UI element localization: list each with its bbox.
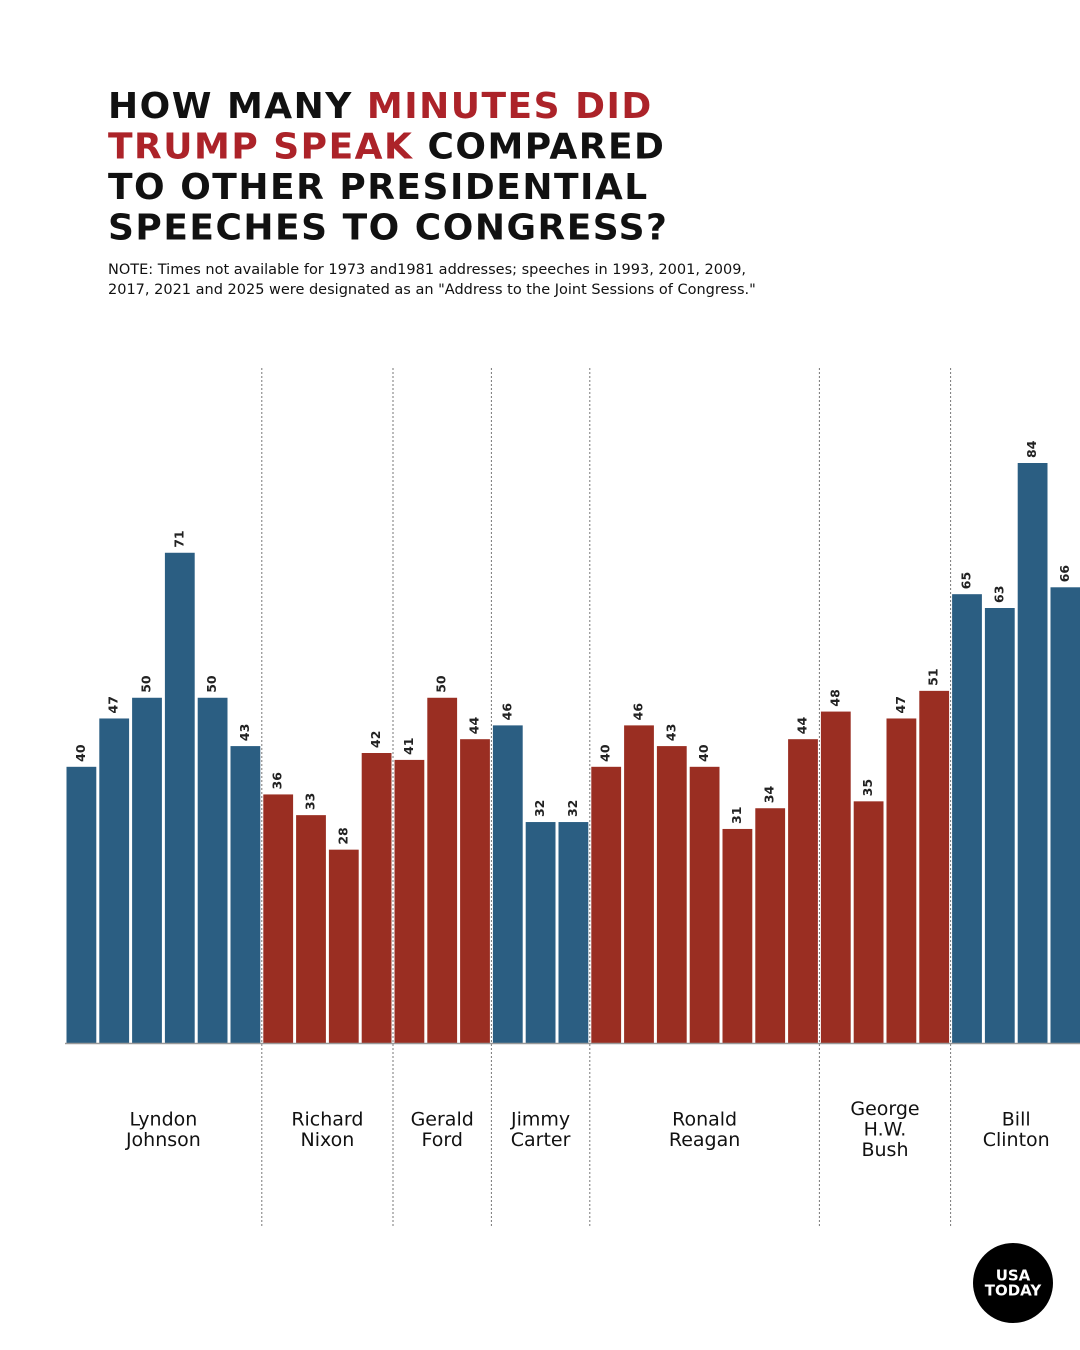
value-label: 47: [106, 696, 121, 713]
bar: [296, 815, 326, 1043]
group-label: Gerald: [411, 1108, 474, 1130]
bar: [230, 746, 261, 1043]
bar: [460, 739, 490, 1043]
title-segment: MINUTES DID: [367, 86, 653, 127]
group-label: Lyndon: [129, 1108, 197, 1130]
value-label: 46: [499, 703, 514, 721]
value-label: 48: [827, 689, 842, 706]
value-label: 36: [270, 772, 285, 790]
value-label: 28: [335, 827, 350, 844]
logo-text: TODAY: [985, 1282, 1043, 1300]
title-segment: HOW MANY: [108, 86, 367, 127]
title-segment: TRUMP SPEAK: [108, 127, 413, 168]
group-label: Ronald: [672, 1108, 737, 1130]
value-label: 40: [598, 744, 613, 762]
bar: [919, 690, 950, 1043]
value-label: 63: [991, 586, 1006, 603]
value-label: 35: [860, 779, 875, 796]
group-label: Carter: [511, 1129, 571, 1151]
bar: [1050, 587, 1080, 1043]
value-label: 44: [467, 716, 482, 734]
title-segment: SPEECHES TO CONGRESS?: [108, 208, 668, 249]
bar: [361, 753, 392, 1043]
value-label: 41: [401, 737, 416, 754]
value-label: 50: [204, 675, 219, 693]
bar: [525, 822, 556, 1043]
bar: [788, 739, 818, 1043]
chart-title: SPEECHES TO CONGRESS?: [108, 208, 668, 249]
bar: [952, 594, 982, 1043]
bar: [591, 766, 622, 1043]
value-label: 46: [631, 703, 646, 721]
value-label: 42: [368, 731, 383, 748]
value-label: 43: [663, 724, 678, 741]
group-label: Nixon: [300, 1129, 354, 1151]
value-label: 66: [1057, 565, 1072, 583]
value-label: 65: [959, 572, 974, 589]
value-label: 32: [532, 800, 547, 817]
group-label: George: [850, 1098, 919, 1120]
bar: [984, 608, 1015, 1043]
bar: [66, 766, 97, 1043]
logo-badge: [973, 1243, 1053, 1323]
note: 2017, 2021 and 2025 were designated as a…: [108, 282, 756, 298]
bar: [624, 725, 654, 1043]
bar: [820, 711, 851, 1043]
value-label: 40: [73, 744, 88, 762]
group-label: Clinton: [983, 1129, 1050, 1151]
bar: [132, 697, 162, 1043]
bar: [1017, 463, 1048, 1043]
value-label: 51: [926, 668, 941, 685]
group-label: Reagan: [669, 1129, 740, 1151]
value-label: 50: [139, 675, 154, 693]
bar: [656, 746, 687, 1043]
bar: [886, 718, 917, 1043]
bar: [853, 801, 884, 1043]
value-label: 34: [762, 786, 777, 804]
chart-title: TRUMP SPEAK COMPARED: [108, 127, 665, 168]
bar: [197, 697, 228, 1043]
group-label: Jimmy: [510, 1108, 570, 1130]
group-label: Richard: [291, 1108, 363, 1130]
value-label: 71: [171, 530, 186, 547]
bar: [492, 725, 523, 1043]
title-segment: TO OTHER PRESIDENTIAL: [108, 167, 649, 208]
bar: [99, 718, 130, 1043]
bar: [263, 794, 294, 1043]
chart-title: TO OTHER PRESIDENTIAL: [108, 167, 649, 208]
logo-text: USA: [996, 1267, 1031, 1285]
value-label: 43: [237, 724, 252, 741]
value-label: 31: [729, 807, 744, 824]
chart-title: HOW MANY MINUTES DID: [108, 86, 653, 127]
value-label: 40: [696, 744, 711, 762]
bar: [722, 828, 753, 1043]
bar: [394, 759, 425, 1043]
group-label: Ford: [421, 1129, 462, 1151]
value-label: 33: [303, 793, 318, 810]
bar: [689, 766, 720, 1043]
value-label: 44: [795, 716, 810, 734]
group-label: H.W.: [864, 1119, 907, 1141]
group-label: Bush: [861, 1139, 908, 1161]
bar: [755, 808, 786, 1043]
value-label: 50: [434, 675, 449, 693]
value-label: 47: [893, 696, 908, 713]
bar: [328, 849, 359, 1043]
group-label: Johnson: [125, 1129, 201, 1151]
bar: [164, 552, 195, 1043]
group-label: Bill: [1002, 1108, 1031, 1130]
bar: [558, 822, 589, 1043]
bar: [427, 697, 458, 1043]
note: NOTE: Times not available for 1973 and19…: [108, 262, 746, 278]
value-label: 32: [565, 800, 580, 817]
title-segment: COMPARED: [413, 127, 665, 168]
value-label: 84: [1024, 440, 1039, 458]
